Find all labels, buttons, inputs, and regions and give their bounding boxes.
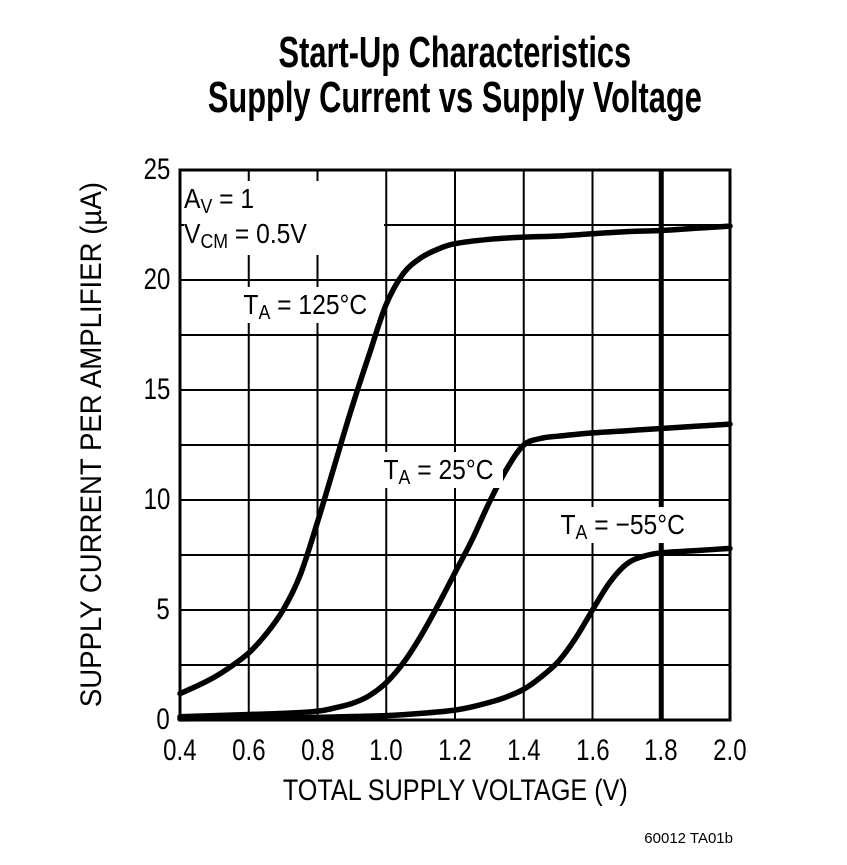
data-curve-1: [177, 421, 733, 720]
curve-label-minus55c: TA = −55°C: [546, 507, 700, 543]
y-tick-label: 5: [156, 593, 170, 626]
chart-title-line2: Supply Current vs Supply Voltage: [207, 73, 703, 122]
y-tick-label: 25: [143, 153, 170, 186]
x-axis-label: TOTAL SUPPLY VOLTAGE (V): [282, 774, 628, 807]
plot-border: [178, 168, 732, 722]
y-tick-label: 15: [143, 373, 170, 406]
y-tick-label: 20: [143, 263, 170, 296]
data-curve-2: [177, 545, 733, 722]
annotation-av: AV = 1: [184, 183, 255, 219]
x-tick-label: 2.0: [713, 734, 747, 767]
chart-title: Start-Up Characteristics Supply Current …: [55, 30, 847, 120]
x-tick-label: 1.2: [438, 734, 472, 767]
x-tick-label: 0.4: [163, 734, 197, 767]
y-tick-label: 10: [143, 483, 170, 516]
data-curve-0: [177, 223, 733, 697]
curve-label-25c: TA = 25°C: [375, 452, 503, 488]
x-tick-label: 1.8: [644, 734, 678, 767]
y-tick-label: 0: [156, 703, 170, 736]
chart-title-line1: Start-Up Characteristics: [278, 28, 632, 77]
x-tick-label: 1.4: [507, 734, 541, 767]
x-tick-label: 1.0: [369, 734, 403, 767]
x-tick-label: 0.8: [300, 734, 335, 767]
figure-number: 60012 TA01b: [644, 830, 733, 847]
x-tick-label: 0.6: [232, 734, 266, 767]
x-tick-label: 1.6: [575, 734, 610, 767]
conditions-annotation: AV = 1 VCM = 0.5V: [184, 181, 384, 255]
annotation-vcm: VCM = 0.5V: [184, 218, 307, 254]
y-axis-label: SUPPLY CURRENT PER AMPLIFIER (µA): [75, 182, 108, 708]
curve-label-125c: TA = 125°C: [233, 287, 377, 323]
